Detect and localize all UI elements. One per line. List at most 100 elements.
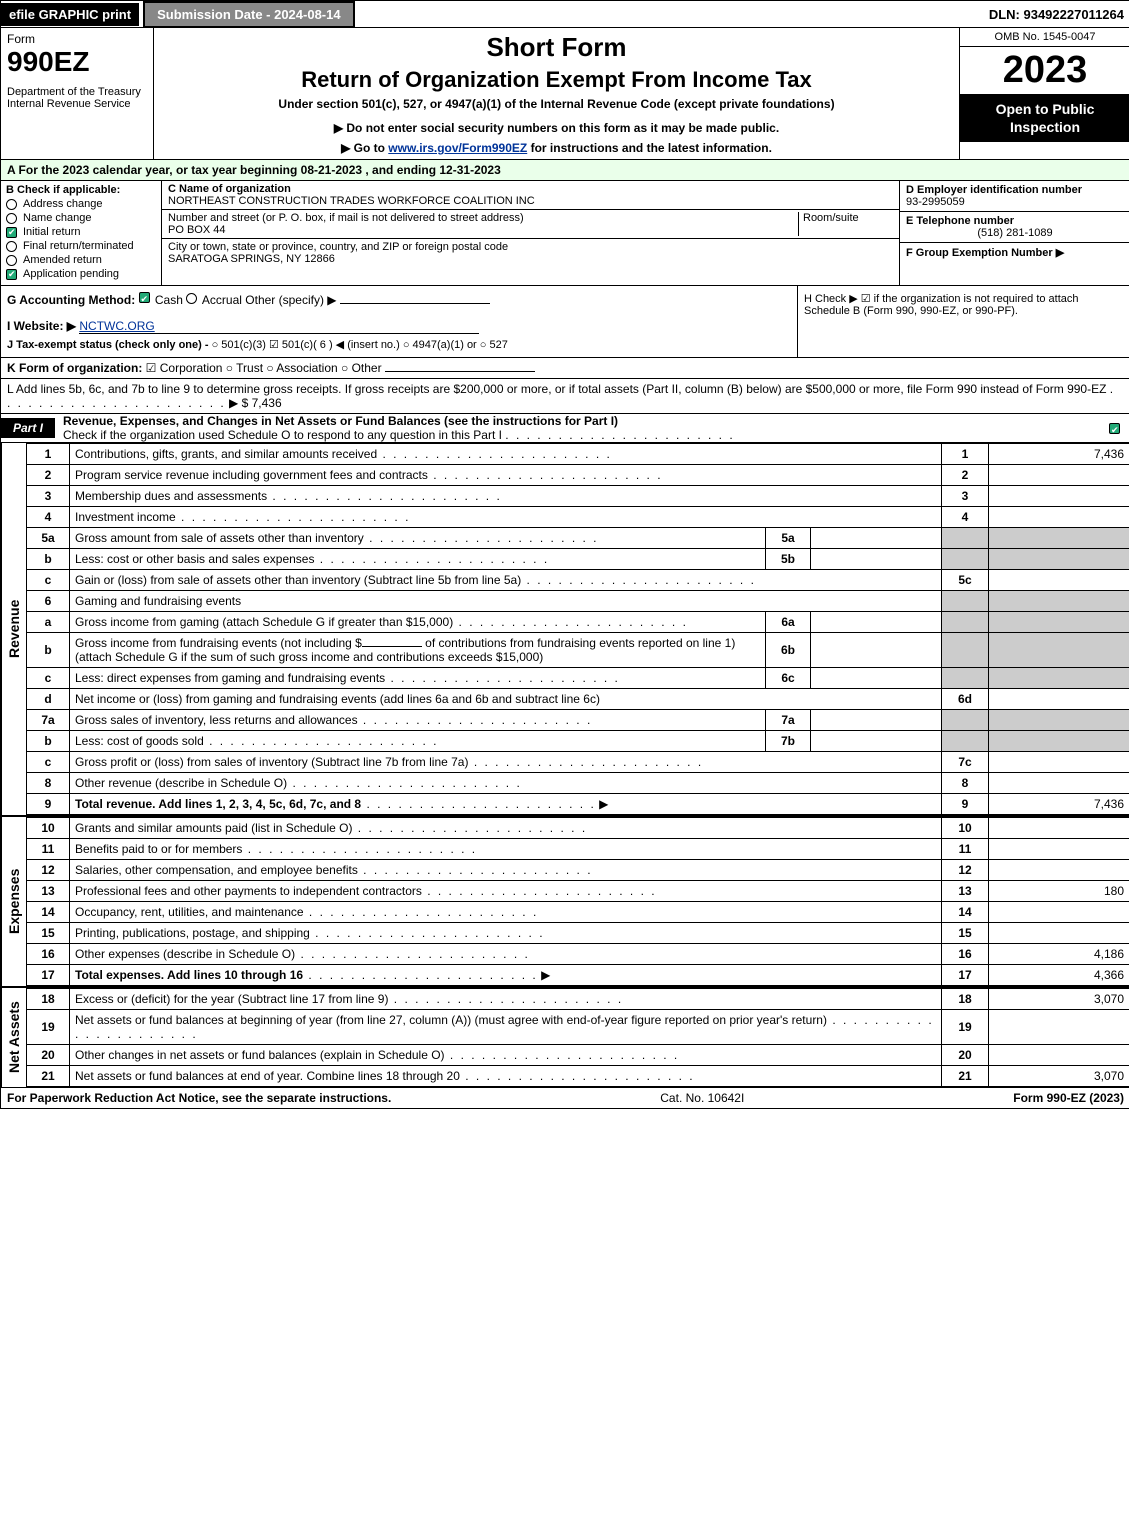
table-row: 8Other revenue (describe in Schedule O)8: [27, 773, 1129, 794]
open-public: Open to Public Inspection: [960, 94, 1129, 142]
line-val: [989, 1010, 1129, 1045]
line-desc: Net assets or fund balances at end of ye…: [70, 1066, 942, 1087]
under-section: Under section 501(c), 527, or 4947(a)(1)…: [162, 97, 951, 111]
line-val: [989, 507, 1129, 528]
section-i: I Website: ▶ NCTWC.ORG: [7, 319, 791, 334]
c-room-label: Room/suite: [798, 212, 893, 236]
k-label: K Form of organization:: [7, 361, 142, 375]
line-val: [989, 612, 1129, 633]
line-num: 3: [27, 486, 70, 507]
b-option-label: Name change: [23, 212, 92, 224]
line-desc: Less: cost or other basis and sales expe…: [70, 549, 766, 570]
section-k: K Form of organization: ☑ Corporation ○ …: [1, 358, 1129, 379]
section-c: C Name of organization NORTHEAST CONSTRU…: [162, 181, 900, 285]
sub-val: [811, 528, 942, 549]
line-val: 180: [989, 881, 1129, 902]
b-option: Address change: [6, 198, 156, 210]
sub-val: [811, 668, 942, 689]
table-row: 14Occupancy, rent, utilities, and mainte…: [27, 902, 1129, 923]
sub-num: 5b: [766, 549, 811, 570]
b-option: Initial return: [6, 226, 156, 238]
c-name-label: C Name of organization: [168, 183, 893, 195]
line-val: [989, 731, 1129, 752]
line-val: [989, 818, 1129, 839]
line-rnum: [942, 528, 989, 549]
line-val: 7,436: [989, 444, 1129, 465]
line-num: 20: [27, 1045, 70, 1066]
table-row: 13Professional fees and other payments t…: [27, 881, 1129, 902]
netassets-label: Net Assets: [1, 988, 26, 1087]
top-bar: efile GRAPHIC print Submission Date - 20…: [1, 1, 1129, 28]
line-rnum: 1: [942, 444, 989, 465]
table-row: 2Program service revenue including gover…: [27, 465, 1129, 486]
line-num: 21: [27, 1066, 70, 1087]
line-num: c: [27, 668, 70, 689]
b-checkbox: [6, 269, 17, 280]
revenue-label: Revenue: [1, 443, 26, 815]
line-desc: Printing, publications, postage, and shi…: [70, 923, 942, 944]
i-label: I Website: ▶: [7, 319, 76, 333]
table-row: 3Membership dues and assessments3: [27, 486, 1129, 507]
line-rnum: 17: [942, 965, 989, 986]
line-rnum: 20: [942, 1045, 989, 1066]
b-option-label: Amended return: [23, 254, 102, 266]
sub-val: [811, 549, 942, 570]
b-option-label: Initial return: [23, 226, 80, 238]
line-rnum: [942, 668, 989, 689]
line-val: [989, 860, 1129, 881]
expenses-area: Expenses 10Grants and similar amounts pa…: [1, 815, 1129, 986]
c-city-row: City or town, state or province, country…: [162, 239, 899, 267]
part1-dots: [505, 428, 734, 442]
return-title: Return of Organization Exempt From Incom…: [162, 67, 951, 93]
part1-box: Part I: [1, 418, 55, 438]
table-row: 21Net assets or fund balances at end of …: [27, 1066, 1129, 1087]
line-rnum: 13: [942, 881, 989, 902]
goto-link[interactable]: www.irs.gov/Form990EZ: [388, 141, 527, 155]
line-num: 19: [27, 1010, 70, 1045]
table-row: 18Excess or (deficit) for the year (Subt…: [27, 989, 1129, 1010]
table-row: 7aGross sales of inventory, less returns…: [27, 710, 1129, 731]
line-desc: Other changes in net assets or fund bala…: [70, 1045, 942, 1066]
line-rnum: 10: [942, 818, 989, 839]
table-row: cGain or (loss) from sale of assets othe…: [27, 570, 1129, 591]
k-opts: ☑ Corporation ○ Trust ○ Association ○ Ot…: [146, 361, 382, 375]
line-desc: Gross amount from sale of assets other t…: [70, 528, 766, 549]
table-row: 16Other expenses (describe in Schedule O…: [27, 944, 1129, 965]
i-website-link[interactable]: NCTWC.ORG: [79, 319, 479, 334]
line-desc: Program service revenue including govern…: [70, 465, 942, 486]
line-val: 3,070: [989, 989, 1129, 1010]
form-container: efile GRAPHIC print Submission Date - 20…: [0, 0, 1129, 1109]
b-option: Name change: [6, 212, 156, 224]
table-row: 12Salaries, other compensation, and empl…: [27, 860, 1129, 881]
section-l: L Add lines 5b, 6c, and 7b to line 9 to …: [1, 379, 1129, 414]
revenue-table: 1Contributions, gifts, grants, and simil…: [26, 443, 1129, 815]
b-option: Final return/terminated: [6, 240, 156, 252]
line-desc: Professional fees and other payments to …: [70, 881, 942, 902]
sub-num: 6a: [766, 612, 811, 633]
d-label: D Employer identification number: [906, 184, 1124, 196]
line-num: 11: [27, 839, 70, 860]
line-num: 5a: [27, 528, 70, 549]
line-rnum: [942, 549, 989, 570]
e-value: (518) 281-1089: [906, 227, 1124, 239]
table-row: cLess: direct expenses from gaming and f…: [27, 668, 1129, 689]
c-name-row: C Name of organization NORTHEAST CONSTRU…: [162, 181, 899, 210]
section-ghi: G Accounting Method: Cash Accrual Other …: [1, 286, 1129, 358]
line-val: [989, 710, 1129, 731]
line-rnum: 19: [942, 1010, 989, 1045]
sub-num: 7b: [766, 731, 811, 752]
c-street-value: PO BOX 44: [168, 224, 798, 236]
section-def: D Employer identification number 93-2995…: [900, 181, 1129, 285]
line-num: 7a: [27, 710, 70, 731]
line-rnum: 18: [942, 989, 989, 1010]
section-e: E Telephone number (518) 281-1089: [900, 212, 1129, 243]
sub-val: [811, 710, 942, 731]
g-cash-check: [139, 292, 150, 303]
omb-number: OMB No. 1545-0047: [960, 28, 1129, 47]
line-val: [989, 486, 1129, 507]
sub-num: 6c: [766, 668, 811, 689]
b-checkbox: [6, 255, 17, 266]
j-label: J Tax-exempt status (check only one) -: [7, 339, 209, 351]
line-rnum: 15: [942, 923, 989, 944]
line-rnum: 14: [942, 902, 989, 923]
